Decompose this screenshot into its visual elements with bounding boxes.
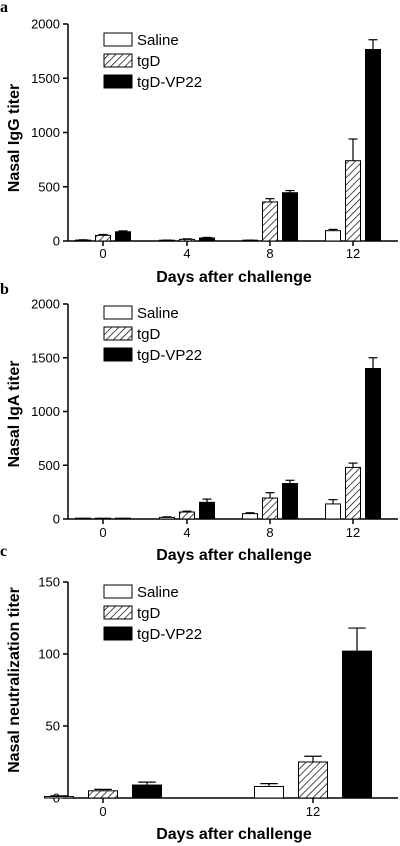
y-tick-label: 500 [38,458,60,473]
bar-tgd-vp22 [115,231,131,242]
bar-tgd-vp22 [342,650,372,799]
panel-label-a: a [0,0,8,16]
x-tick-label: 12 [346,525,360,540]
bar-saline [44,796,74,799]
x-axis-title-c: Days after challenge [156,826,312,843]
bar-tgd-vp22 [365,48,381,242]
bar-tgd [88,790,118,799]
legend-swatch-tgd-vp22 [103,626,133,641]
bar-saline [254,785,284,799]
legend-swatch-tgd-vp22 [103,74,133,89]
y-tick-label: 0 [53,234,60,249]
y-axis-title-b: Nasal IgA titer [6,361,23,468]
x-tick-label: 8 [266,525,273,540]
x-axis-title-b: Days after challenge [156,547,312,564]
legend-swatch-saline [103,305,133,320]
bar-tgd-vp22 [199,501,215,520]
panel-c: c Nasal neutralization titer Days after … [0,543,398,843]
legend-label-tgd-vp22: tgD-VP22 [137,74,202,91]
y-tick-label: 0 [53,512,60,527]
plot-area-b: 0 500 1000 1500 2000 0 4 8 12 Saline tgD tgD-VP22 [31,297,398,540]
legend-label-tgd: tgD [137,326,161,343]
panel-b: b Nasal IgA titer Days after challenge 0… [0,281,398,564]
legend-label-tgd-vp22: tgD-VP22 [137,347,202,364]
y-tick-label: 50 [46,719,60,734]
y-axis-title-c: Nasal neutralization titer [6,587,23,773]
legend-swatch-tgd [103,53,133,68]
y-tick-label: 150 [38,575,60,590]
panel-label-b: b [0,281,9,298]
bar-tgd [345,466,361,520]
bar-tgd [345,160,361,242]
y-tick-label: 100 [38,647,60,662]
bar-tgd [298,761,328,799]
legend-swatch-tgd [103,326,133,341]
y-tick-label: 1500 [31,350,60,365]
bar-tgd-vp22 [199,237,215,242]
x-tick-label: 0 [99,246,106,261]
legend-label-saline: Saline [137,584,179,601]
legend-label-tgd: tgD [137,53,161,70]
x-tick-label: 4 [183,246,190,261]
y-tick-label: 2000 [31,17,60,32]
x-tick-label: 12 [306,804,320,819]
bar-tgd-vp22 [365,368,381,520]
y-tick-label: 1000 [31,404,60,419]
y-tick-label: 2000 [31,297,60,312]
bar-tgd-vp22 [282,192,298,242]
plot-area-a: 0 500 1000 1500 2000 0 4 8 12 Saline tgD tgD-VP22 [31,17,398,261]
bar-tgd-vp22 [132,784,162,799]
y-tick-label: 1500 [31,71,60,86]
bar-saline [159,516,175,520]
bar-tgd [262,497,278,520]
x-tick-label: 0 [99,525,106,540]
legend-label-saline: Saline [137,32,179,49]
legend-label-saline: Saline [137,305,179,322]
bar-tgd [179,511,195,520]
panel-a: a Nasal IgG titer Days after challenge 0… [0,0,398,286]
y-tick-label: 1000 [31,125,60,140]
bar-saline [242,513,258,520]
panel-label-c: c [0,543,7,560]
bar-tgd [262,201,278,242]
bar-tgd-vp22 [282,483,298,520]
bar-saline [325,503,341,520]
y-tick-label: 500 [38,179,60,194]
plot-area-c: 050100150012SalinetgDtgD-VP22 [38,575,398,819]
bar-tgd [95,234,111,242]
legend-swatch-tgd-vp22 [103,347,133,362]
legend-swatch-saline [103,32,133,47]
legend-label-tgd: tgD [137,605,161,622]
x-tick-label: 4 [183,525,190,540]
x-axis-title-a: Days after challenge [156,269,312,286]
x-tick-label: 8 [266,246,273,261]
bar-saline [325,230,341,242]
x-tick-label: 0 [99,804,106,819]
bar-tgd [179,238,195,242]
legend-swatch-tgd [103,605,133,620]
x-tick-label: 12 [346,246,360,261]
legend-label-tgd-vp22: tgD-VP22 [137,626,202,643]
legend-swatch-saline [103,584,133,599]
y-axis-title-a: Nasal IgG titer [6,84,23,192]
